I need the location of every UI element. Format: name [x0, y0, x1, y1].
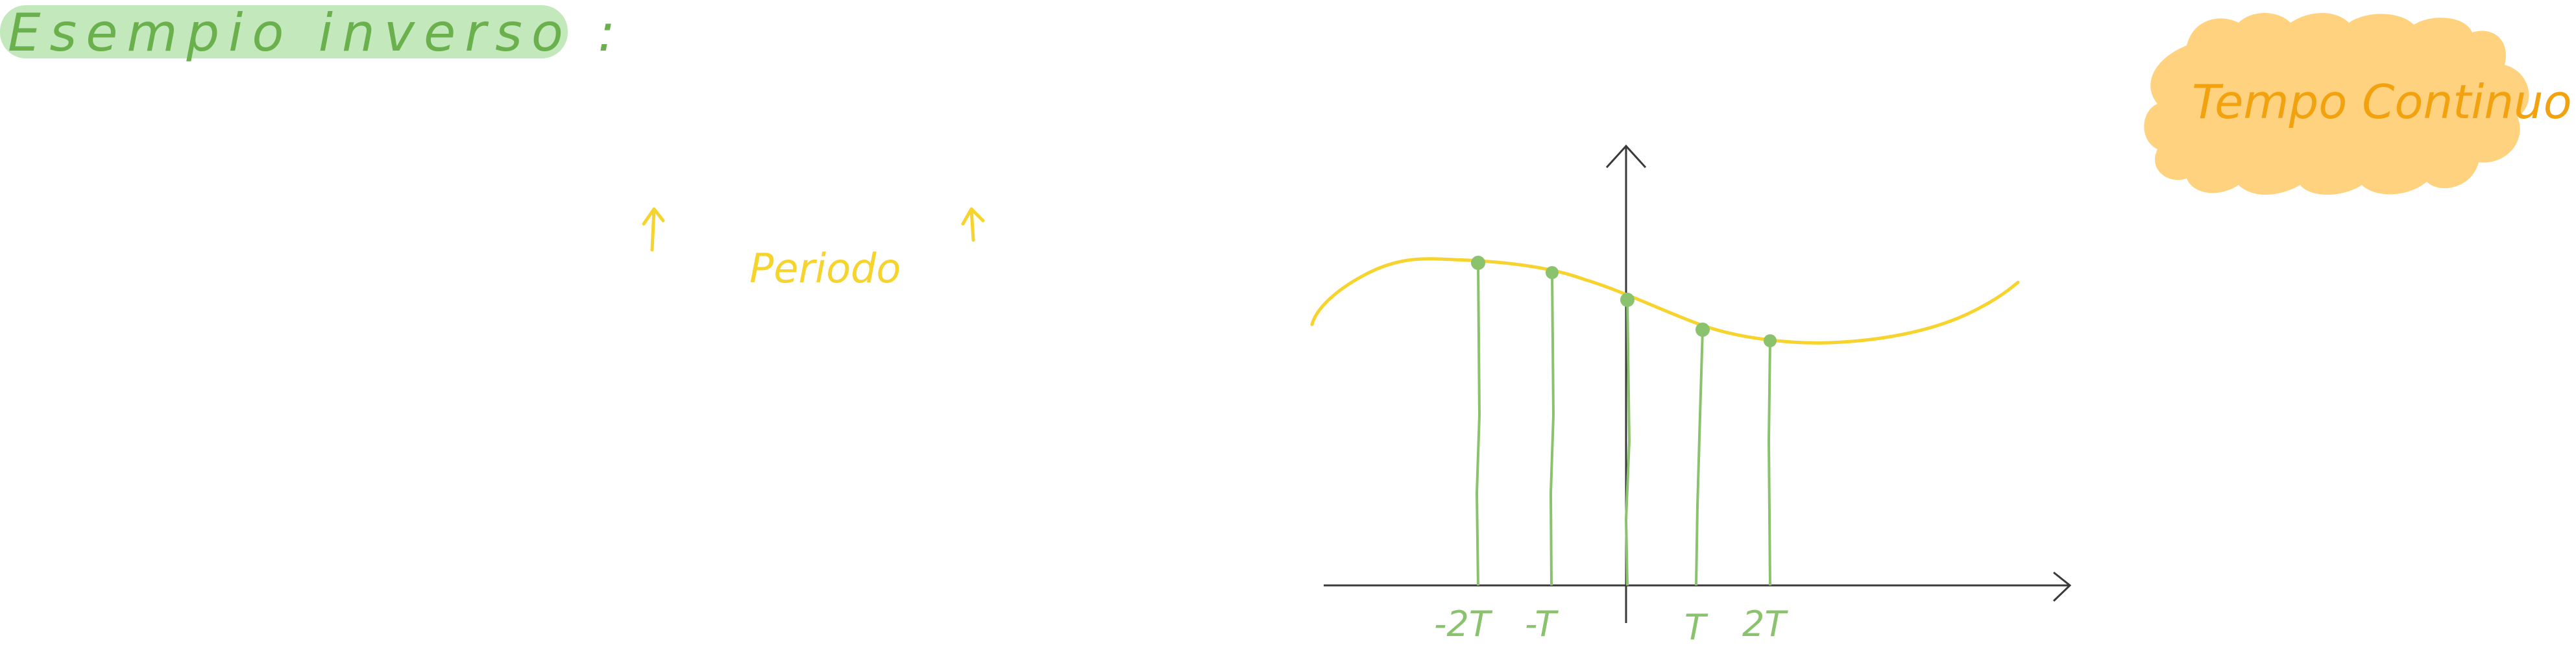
tick-label-minus-2t: -2T	[1434, 604, 1493, 644]
title-group: Esempio inverso :	[0, 3, 624, 63]
tick-label-t: T	[1684, 607, 1708, 648]
sample-point	[1620, 293, 1634, 307]
sample-point	[1546, 266, 1559, 279]
tick-labels: -2T -T T 2T	[1434, 604, 1788, 648]
samples	[1471, 256, 1777, 586]
note-text: Periodo	[749, 245, 901, 292]
sample-point	[1471, 256, 1485, 270]
sample-stem	[1767, 340, 1771, 586]
tick-label-minus-t: -T	[1525, 604, 1559, 644]
sample-stem	[1624, 299, 1631, 586]
up-arrow-icon	[642, 207, 665, 252]
sample-point	[1695, 323, 1710, 337]
title-text: Esempio inverso :	[8, 3, 624, 63]
sample-stem	[1695, 329, 1704, 586]
continuous-signal-curve	[1310, 257, 2020, 345]
up-arrow-icon	[961, 207, 985, 242]
sample-point	[1764, 334, 1777, 347]
note-group: Periodo	[642, 207, 985, 292]
tick-label-2t: 2T	[1742, 604, 1788, 644]
sample-stem	[1475, 262, 1481, 586]
y-axis-arrow-icon	[1605, 144, 1647, 169]
badge-text: Tempo Continuo	[2192, 75, 2572, 129]
title-highlight	[0, 5, 568, 58]
x-axis-arrow-icon	[2052, 571, 2072, 602]
sample-stem	[1549, 272, 1555, 586]
badge-cloud	[2144, 13, 2529, 195]
badge-group: Tempo Continuo	[2144, 13, 2572, 195]
